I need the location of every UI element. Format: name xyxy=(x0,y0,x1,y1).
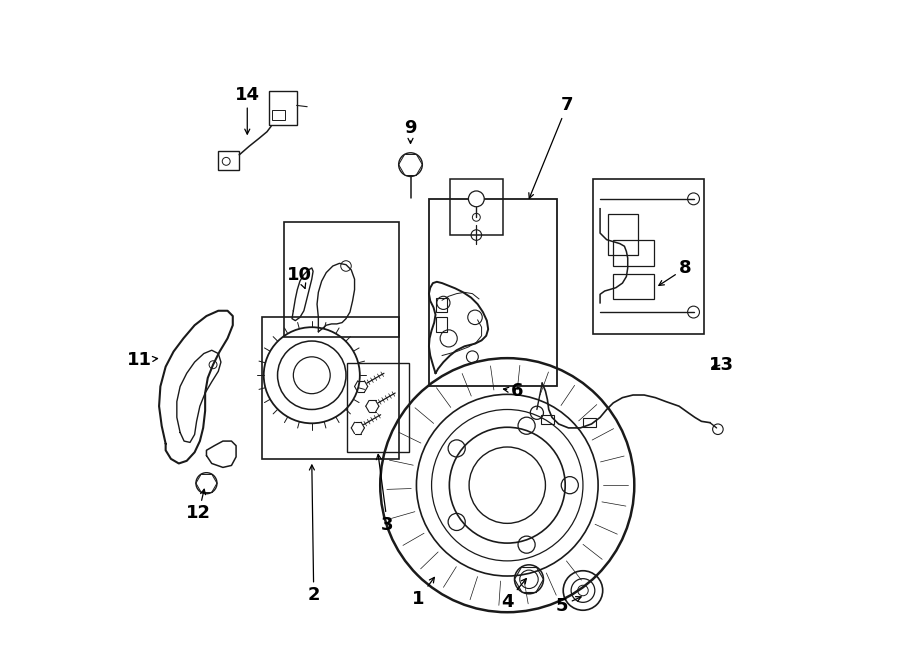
Bar xyxy=(450,179,503,235)
Bar xyxy=(219,151,239,170)
Bar xyxy=(269,91,297,125)
Text: 11: 11 xyxy=(127,351,158,369)
Text: 12: 12 xyxy=(186,489,211,522)
Text: 13: 13 xyxy=(708,356,734,373)
Text: 14: 14 xyxy=(235,86,260,134)
Text: 9: 9 xyxy=(404,119,417,143)
Text: 10: 10 xyxy=(287,266,312,288)
Bar xyxy=(284,222,400,337)
Bar xyxy=(273,110,285,120)
Bar xyxy=(613,274,654,299)
Bar xyxy=(346,364,410,452)
Text: 2: 2 xyxy=(308,465,320,604)
Text: 1: 1 xyxy=(412,578,435,608)
Bar xyxy=(436,317,447,332)
Text: 7: 7 xyxy=(529,97,573,198)
Text: 4: 4 xyxy=(501,578,526,611)
Text: 5: 5 xyxy=(555,597,581,615)
Circle shape xyxy=(468,191,484,207)
Bar xyxy=(593,179,704,334)
Text: 8: 8 xyxy=(659,259,692,286)
Bar xyxy=(541,414,554,424)
Text: 6: 6 xyxy=(503,382,524,400)
Bar xyxy=(429,199,557,387)
Bar xyxy=(263,317,400,459)
Text: 3: 3 xyxy=(376,454,393,533)
Bar xyxy=(608,214,637,254)
Bar xyxy=(583,418,596,427)
Bar xyxy=(436,297,447,312)
Bar xyxy=(613,240,654,266)
